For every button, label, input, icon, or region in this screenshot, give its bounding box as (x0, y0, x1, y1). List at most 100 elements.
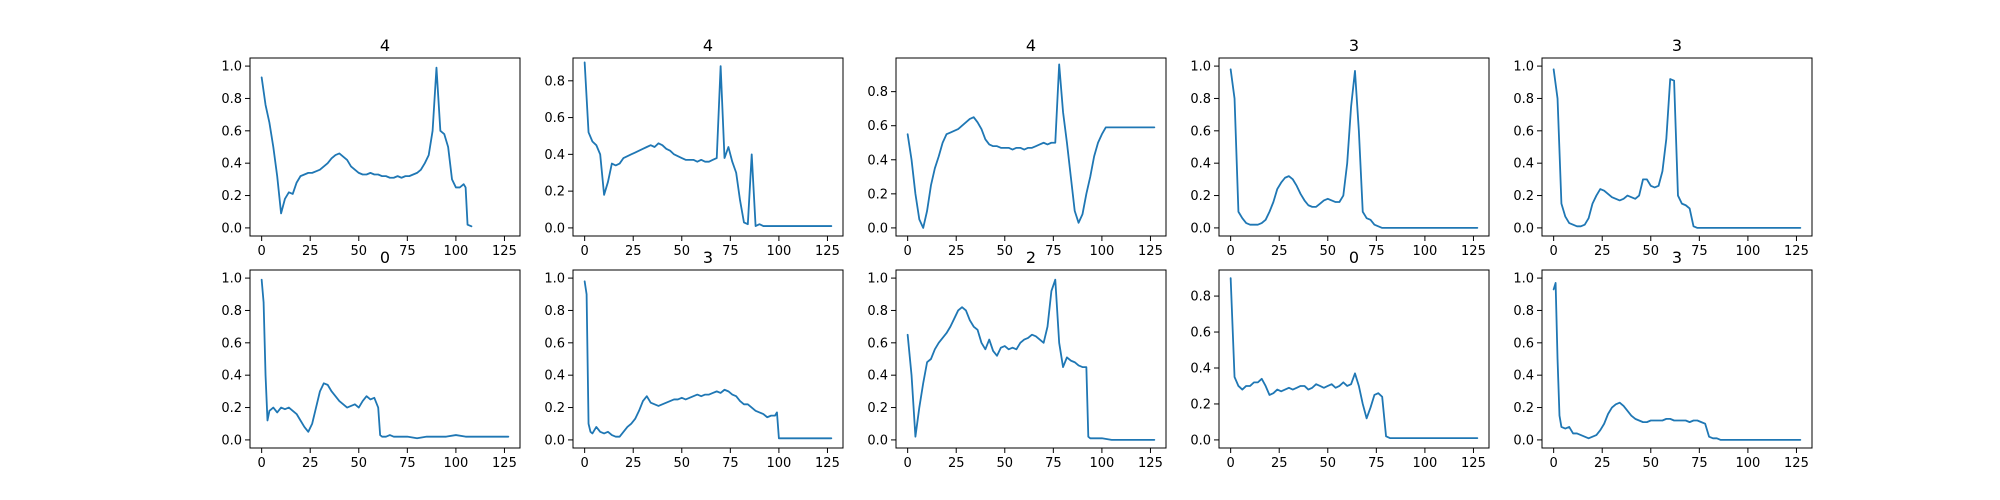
series-line (260, 66, 473, 228)
y-tick-label: 0.2 (221, 401, 242, 416)
x-tick-label: 25 (625, 244, 642, 259)
y-tick-label: 0.8 (544, 304, 565, 319)
x-tick-label: 50 (674, 244, 691, 259)
x-tick-label: 25 (948, 244, 965, 259)
x-tick-label: 75 (1045, 244, 1062, 259)
x-tick-label: 125 (815, 244, 840, 259)
series-line (1229, 68, 1479, 229)
x-tick-label: 0 (904, 456, 912, 471)
x-tick-label: 75 (1368, 456, 1385, 471)
axes-frame (572, 57, 844, 237)
y-tick-label: 0.0 (1513, 221, 1534, 236)
axes-frame (249, 57, 521, 237)
axes-frame (249, 269, 521, 449)
y-tick-label: 1.0 (1513, 272, 1534, 287)
x-tick-label: 125 (1138, 244, 1163, 259)
y-tick-label: 0.6 (1513, 124, 1534, 139)
y-tick-label: 0.6 (544, 111, 565, 126)
x-tick-label: 125 (1784, 456, 1809, 471)
x-tick-label: 75 (1368, 244, 1385, 259)
x-tick-label: 125 (492, 456, 517, 471)
x-tick-label: 25 (1271, 244, 1288, 259)
y-tick-label: 0.2 (544, 185, 565, 200)
x-tick-label: 25 (1594, 456, 1611, 471)
x-tick-label: 100 (1735, 244, 1760, 259)
x-tick-label: 50 (997, 456, 1014, 471)
y-tick-label: 0.6 (867, 119, 888, 134)
subplot-title: 4 (1026, 36, 1036, 55)
axes-frame (1541, 57, 1813, 237)
y-tick-label: 0.2 (1513, 189, 1534, 204)
series-line (583, 280, 833, 440)
subplot-5: 3 0 25 50 75 100 125 0.0 0.2 0.4 0.6 0.8 1.0 (1513, 36, 1813, 259)
y-tick-label: 0.8 (1190, 290, 1211, 305)
x-tick-label: 125 (1784, 244, 1809, 259)
y-tick-label: 0.8 (1190, 92, 1211, 107)
x-tick-label: 100 (443, 456, 468, 471)
x-tick-label: 0 (258, 244, 266, 259)
y-tick-label: 0.2 (221, 189, 242, 204)
axes-frame (1218, 57, 1490, 237)
x-tick-label: 50 (1643, 456, 1660, 471)
axes-frame (572, 269, 844, 449)
y-tick-label: 0.4 (221, 369, 242, 384)
y-tick-label: 1.0 (221, 272, 242, 287)
subplot-title: 2 (1026, 248, 1036, 267)
y-tick-label: 0.0 (221, 433, 242, 448)
y-tick-label: 0.4 (221, 157, 242, 172)
x-tick-label: 50 (997, 244, 1014, 259)
x-tick-label: 75 (1691, 244, 1708, 259)
subplot-1: 4 0 25 50 75 100 125 0.0 0.2 0.4 0.6 0.8 1.0 (221, 36, 521, 259)
subplot-7: 3 0 25 50 75 100 125 0.0 0.2 0.4 0.6 0.8 1.0 (544, 248, 844, 471)
x-tick-label: 25 (1271, 456, 1288, 471)
y-tick-label: 0.4 (1513, 157, 1534, 172)
x-tick-label: 50 (1320, 244, 1337, 259)
y-tick-label: 0.6 (221, 336, 242, 351)
subplot-title: 4 (380, 36, 390, 55)
axes-frame (1541, 269, 1813, 449)
x-tick-label: 75 (1691, 456, 1708, 471)
y-tick-label: 0.6 (1513, 336, 1534, 351)
x-tick-label: 125 (1461, 244, 1486, 259)
x-tick-label: 0 (581, 456, 589, 471)
x-tick-label: 0 (904, 244, 912, 259)
axes-frame (1218, 269, 1490, 449)
y-tick-label: 0.8 (544, 74, 565, 89)
x-tick-label: 25 (302, 244, 319, 259)
x-tick-label: 125 (1138, 456, 1163, 471)
x-tick-label: 25 (302, 456, 319, 471)
y-tick-label: 0.4 (544, 369, 565, 384)
subplot-title: 0 (1349, 248, 1359, 267)
subplot-4: 3 0 25 50 75 100 125 0.0 0.2 0.4 0.6 0.8 1.0 (1190, 36, 1490, 259)
subplot-8: 2 0 25 50 75 100 125 0.0 0.2 0.4 0.6 0.8 1.0 (867, 248, 1167, 471)
x-tick-label: 100 (766, 456, 791, 471)
y-tick-label: 0.4 (1190, 361, 1211, 376)
y-tick-label: 0.4 (1513, 369, 1534, 384)
series-line (1229, 277, 1479, 440)
x-tick-label: 100 (1412, 456, 1437, 471)
x-tick-label: 100 (766, 244, 791, 259)
y-tick-label: 0.0 (1513, 433, 1534, 448)
y-tick-label: 1.0 (1190, 60, 1211, 75)
subplot-10: 3 0 25 50 75 100 125 0.0 0.2 0.4 0.6 0.8 1.0 (1513, 248, 1813, 471)
x-tick-label: 25 (625, 456, 642, 471)
x-tick-label: 75 (1045, 456, 1062, 471)
subplot-2: 4 0 25 50 75 100 125 0.0 0.2 0.4 0.6 0.8 (544, 36, 844, 259)
y-tick-label: 1.0 (867, 272, 888, 287)
y-tick-label: 1.0 (544, 272, 565, 287)
subplot-title: 3 (703, 248, 713, 267)
subplot-title: 0 (380, 248, 390, 267)
y-tick-label: 0.6 (544, 336, 565, 351)
x-tick-label: 75 (722, 456, 739, 471)
y-tick-label: 0.0 (544, 221, 565, 236)
x-tick-label: 100 (1735, 456, 1760, 471)
x-tick-label: 50 (1643, 244, 1660, 259)
series-line (1552, 68, 1802, 229)
x-tick-label: 25 (948, 456, 965, 471)
axes-frame (895, 57, 1167, 237)
x-tick-label: 0 (258, 456, 266, 471)
y-tick-label: 0.2 (867, 401, 888, 416)
series-line (583, 61, 833, 227)
y-tick-label: 0.4 (867, 369, 888, 384)
subplot-3: 4 0 25 50 75 100 125 0.0 0.2 0.4 0.6 0.8 (867, 36, 1167, 259)
